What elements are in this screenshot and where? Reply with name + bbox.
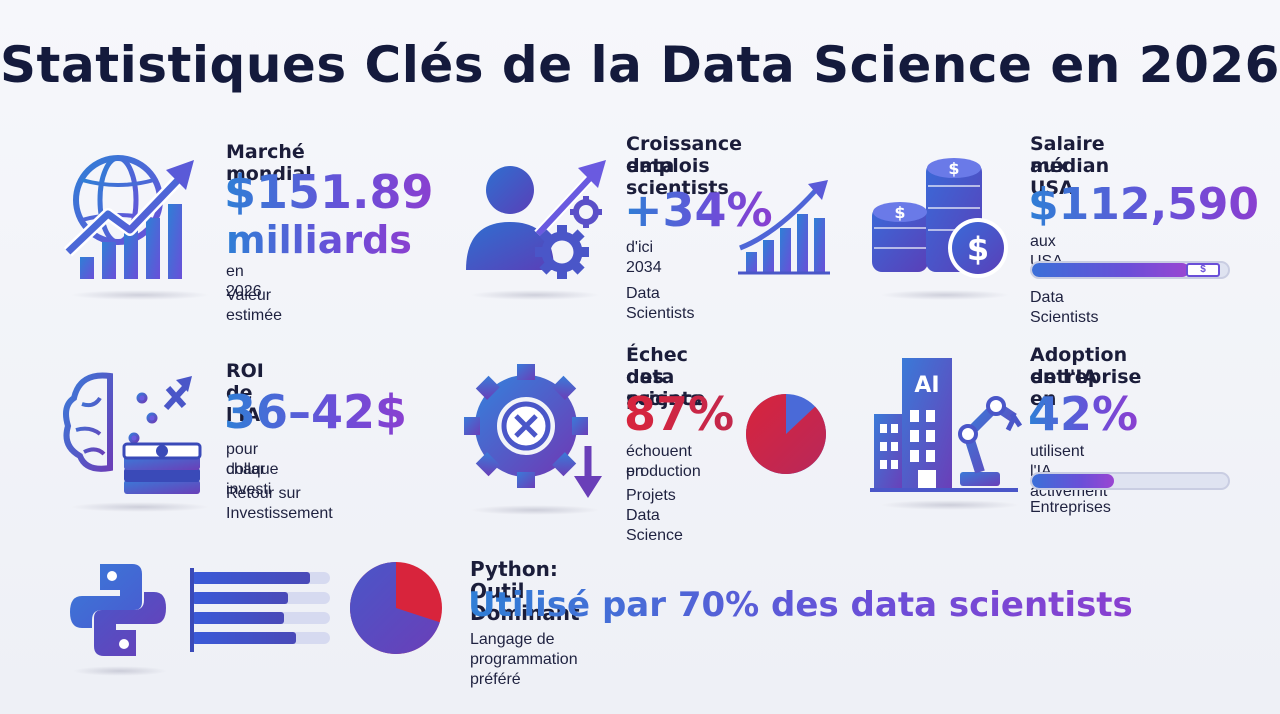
adoption-progress-fill bbox=[1032, 474, 1115, 488]
failure-pie-main-slice bbox=[746, 394, 826, 474]
ai-building-robot-arm-icon: AI bbox=[870, 358, 1023, 492]
roi-sub-line2: dollar investi bbox=[226, 461, 272, 498]
adoption-progress-bar bbox=[1030, 472, 1230, 490]
market-year: en 2026 bbox=[226, 263, 262, 300]
gear-x-down-icon bbox=[464, 364, 602, 498]
jobs-value: +34% bbox=[624, 183, 773, 237]
horizontal-bars-icon bbox=[190, 568, 330, 652]
python-label: Python: Outil Dominant bbox=[470, 557, 580, 624]
svg-text:$: $ bbox=[967, 230, 989, 268]
failure-pie-chart bbox=[746, 394, 826, 474]
market-value-amount: $151.89 bbox=[224, 165, 434, 219]
person-gears-growth-icon bbox=[466, 160, 606, 279]
jobs-horizon: d'ici 2034 bbox=[626, 239, 662, 276]
jobs-note: Data Scientists bbox=[626, 285, 695, 322]
python-note: Langage de programmation préféré bbox=[470, 631, 578, 688]
banknote-icon: $ bbox=[1186, 263, 1220, 277]
salary-label-line1: Salaire médian bbox=[1030, 133, 1110, 177]
python-value: Utilisé par 70% des data scientists bbox=[468, 585, 1133, 625]
coin-stacks-dollar-icon: $ $ $ bbox=[872, 158, 1008, 278]
globe-growth-chart-icon bbox=[63, 155, 194, 283]
roi-note: Retour sur Investissement bbox=[226, 485, 333, 522]
svg-text:$: $ bbox=[948, 159, 959, 178]
building-ai-text: AI bbox=[914, 373, 939, 398]
growth-bar-chart-icon bbox=[738, 180, 830, 275]
roi-value: 36–42$ bbox=[224, 385, 408, 439]
svg-text:$: $ bbox=[894, 203, 905, 222]
salary-progress-bar bbox=[1030, 261, 1230, 279]
adoption-value: 42% bbox=[1028, 387, 1139, 441]
roi-sub-line1: pour chaque bbox=[226, 441, 279, 478]
brain-money-icon bbox=[63, 372, 202, 494]
salary-note: Data Scientists bbox=[1030, 289, 1099, 326]
adoption-label-line2: entreprise bbox=[1030, 366, 1142, 388]
salary-progress-fill bbox=[1032, 263, 1189, 277]
python-pie-chart bbox=[350, 562, 442, 654]
salary-label-line2: aux USA bbox=[1030, 155, 1074, 199]
market-note: Valeur estimée bbox=[226, 287, 283, 324]
jobs-label-line1: Croissance emplois bbox=[626, 133, 742, 177]
market-value-unit: milliards bbox=[226, 218, 412, 262]
page-title: Statistiques Clés de la Data Science en … bbox=[0, 36, 1280, 94]
python-logo-icon bbox=[70, 564, 166, 656]
failure-value: 87% bbox=[624, 387, 735, 441]
roi-label: ROI de l'IA bbox=[226, 360, 264, 426]
failure-label-line2: data science bbox=[626, 366, 706, 410]
failure-label-line1: Échec des projets bbox=[626, 344, 702, 410]
market-label: Marché mondial bbox=[226, 141, 312, 185]
salary-value: $112,590 bbox=[1028, 179, 1260, 230]
python-pie-main-slice bbox=[350, 562, 440, 654]
jobs-label-line2: data scientists bbox=[626, 155, 729, 199]
failure-note: Projets Data Science bbox=[626, 487, 683, 544]
adoption-note: Entreprises bbox=[1030, 499, 1111, 516]
adoption-label-line1: Adoption de l'IA en bbox=[1030, 344, 1128, 410]
failure-sub-line2: production bbox=[626, 463, 701, 480]
failure-sub-line1: échouent en bbox=[626, 443, 692, 480]
